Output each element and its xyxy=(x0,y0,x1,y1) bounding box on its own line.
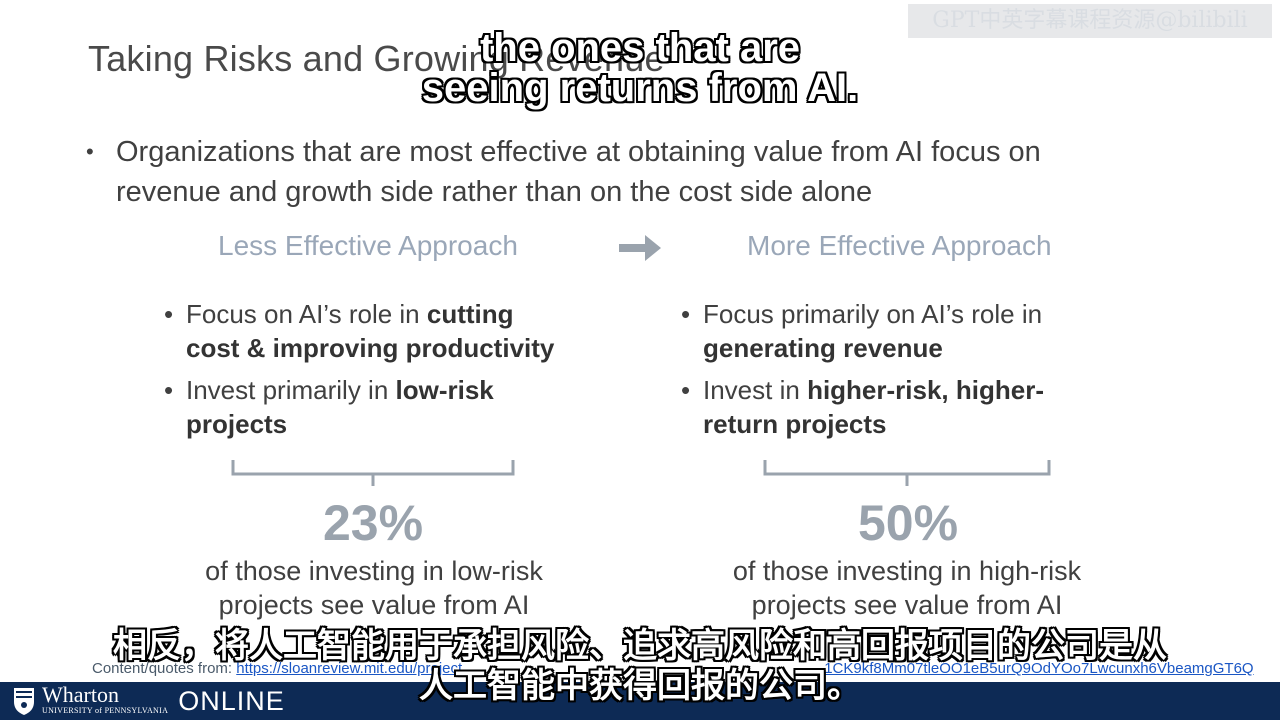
list-item: • Invest primarily in low-risk projects xyxy=(164,375,494,439)
bullet-dot: • xyxy=(86,139,94,164)
brand-subtitle: UNIVERSITY of PENNSYLVANIA xyxy=(42,706,169,715)
list-item: • Invest in higher-risk, higher- return … xyxy=(681,375,1044,439)
subtitle-zh-line1: 相反，将人工智能用于承担风险、追求高风险和高回报项目的公司是从 xyxy=(113,627,1167,665)
footer-bar xyxy=(0,682,1280,720)
online-label: ONLINE xyxy=(178,686,285,716)
source-link-end[interactable]: 1CK9kf8Mm07tleOO1eB5urQ9OdYOo7Lwcunxh6Vb… xyxy=(824,660,1254,677)
slide-title: Taking Risks and Growing Revenue xyxy=(88,38,665,79)
less-effective-list: • Focus on AI’s role in cutting cost & i… xyxy=(164,297,604,449)
subtitle-en-line1: the ones that are xyxy=(479,26,801,70)
more-effective-list: • Focus primarily on AI’s role in genera… xyxy=(681,297,1121,449)
more-effective-header: More Effective Approach xyxy=(747,230,1052,261)
right-percent-description: of those investing in high-risk projects… xyxy=(732,556,1082,620)
watermark: GPT中英字幕课程资源@bilibili xyxy=(908,4,1272,38)
right-brace-icon xyxy=(763,460,1051,486)
left-percent-description: of those investing in low-risk projects … xyxy=(205,556,543,620)
source-citation: Content/quotes from: https://sloanreview… xyxy=(92,660,1254,677)
left-percent: 23% xyxy=(322,495,424,551)
list-item: • Focus primarily on AI’s role in genera… xyxy=(681,299,1043,363)
right-arrow-icon xyxy=(619,235,661,261)
less-effective-header: Less Effective Approach xyxy=(218,230,518,261)
shield-icon xyxy=(14,688,34,715)
source-link[interactable]: https://sloanreview.mit.edu/project xyxy=(236,660,463,677)
right-percent: 50% xyxy=(857,495,959,551)
list-item: • Focus on AI’s role in cutting cost & i… xyxy=(164,299,555,363)
subtitle-zh-line2: 人工智能中获得回报的公司。 xyxy=(419,667,861,705)
main-bullet-line1: Organizations that are most effective at… xyxy=(116,136,1041,168)
main-bullet-line2: revenue and growth side rather than on t… xyxy=(116,176,873,208)
main-bullet: • Organizations that are most effective … xyxy=(86,132,1206,212)
wharton-online-logo: Wharton UNIVERSITY of PENNSYLVANIA ONLIN… xyxy=(12,684,285,718)
subtitle-en-line2: seeing returns from AI. xyxy=(421,66,859,110)
left-brace-icon xyxy=(231,460,515,486)
brand-name: Wharton xyxy=(42,682,119,707)
